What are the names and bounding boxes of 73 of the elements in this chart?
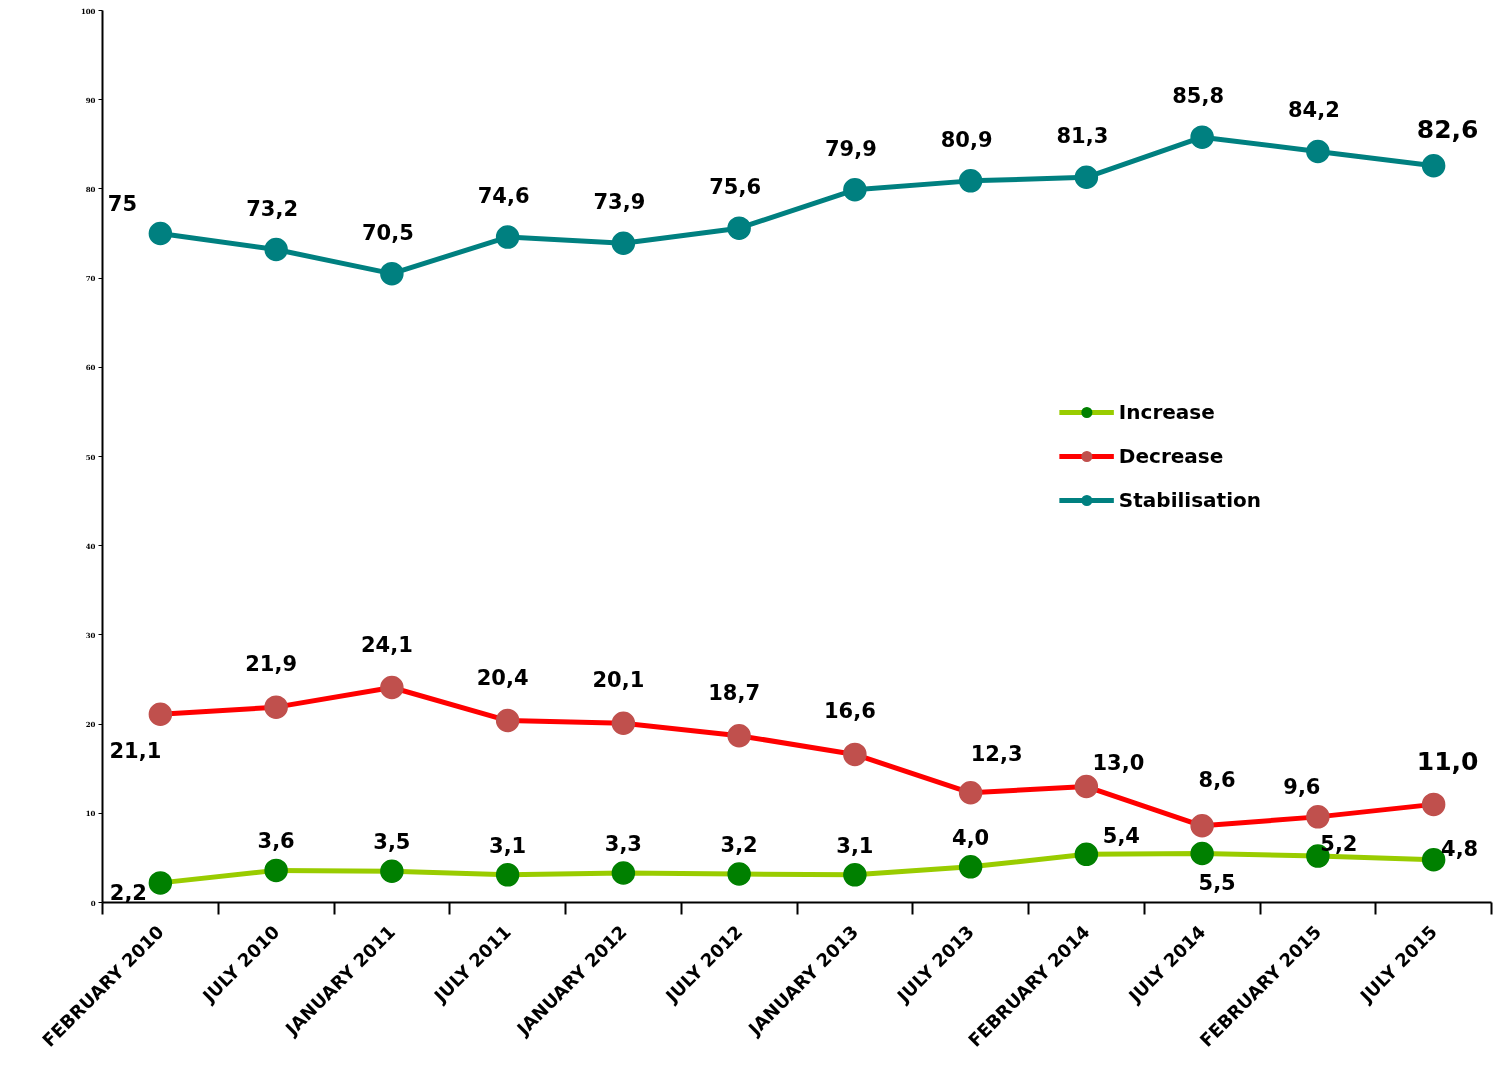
data-label: 13,0 xyxy=(1092,750,1145,775)
data-label: 3,1 xyxy=(489,833,527,858)
point xyxy=(148,871,173,895)
legend-label: Stabilisation xyxy=(1118,488,1261,512)
data-label: 4,0 xyxy=(952,825,990,850)
point xyxy=(495,225,520,249)
point xyxy=(1074,842,1099,867)
point xyxy=(727,862,751,886)
data-label: 3,1 xyxy=(836,833,874,858)
point xyxy=(958,781,983,805)
legend-label: Increase xyxy=(1118,400,1215,424)
point xyxy=(1421,792,1446,817)
point xyxy=(380,859,404,884)
data-label: 20,1 xyxy=(592,668,645,693)
legend-label: Decrease xyxy=(1118,444,1224,468)
data-label: 84,2 xyxy=(1287,98,1340,123)
point xyxy=(1190,814,1214,838)
data-label: 2,2 xyxy=(109,880,147,905)
point xyxy=(264,695,288,719)
data-label: 21,1 xyxy=(109,739,162,764)
point xyxy=(264,858,288,883)
data-label: 21,9 xyxy=(245,652,298,677)
point xyxy=(380,261,404,286)
data-label: 16,6 xyxy=(823,699,876,724)
point xyxy=(264,237,288,262)
data-label: 70,5 xyxy=(361,220,414,245)
data-label: 3,2 xyxy=(720,832,758,857)
point xyxy=(727,723,751,748)
point xyxy=(495,863,520,887)
point xyxy=(1074,774,1099,799)
data-label: 85,8 xyxy=(1172,84,1225,109)
data-label: 5,5 xyxy=(1198,871,1236,896)
point xyxy=(148,221,173,246)
data-label: 81,3 xyxy=(1056,124,1109,149)
data-label: 3,3 xyxy=(604,832,642,857)
point xyxy=(958,855,983,879)
point xyxy=(611,861,636,885)
point xyxy=(1421,153,1446,178)
point xyxy=(611,711,636,735)
point xyxy=(1190,841,1214,866)
data-label: 8,6 xyxy=(1198,767,1236,792)
data-label: 18,7 xyxy=(708,680,761,705)
point xyxy=(1074,165,1099,190)
data-label: 75,6 xyxy=(709,175,762,200)
data-label: 12,3 xyxy=(970,741,1023,766)
data-label: 3,5 xyxy=(373,830,411,855)
point xyxy=(843,178,867,202)
data-label: 20,4 xyxy=(476,665,529,690)
data-label: 5,4 xyxy=(1102,824,1140,849)
data-label: 4,8 xyxy=(1441,836,1479,861)
data-label: 79,9 xyxy=(824,136,877,161)
point xyxy=(1306,805,1330,829)
point xyxy=(1306,139,1330,164)
data-label: 80,9 xyxy=(940,127,993,152)
point xyxy=(727,216,751,240)
point xyxy=(380,675,404,700)
point xyxy=(843,742,867,767)
point xyxy=(495,708,520,733)
data-label: 5,2 xyxy=(1320,832,1358,857)
data-label: 3,6 xyxy=(257,829,295,854)
data-label: 82,6 xyxy=(1416,114,1479,144)
data-label: 75 xyxy=(107,191,137,216)
data-label: 11,0 xyxy=(1416,747,1479,777)
data-label: 73,9 xyxy=(593,190,646,215)
point xyxy=(958,169,983,193)
point xyxy=(1190,125,1214,149)
data-label: 74,6 xyxy=(477,184,530,209)
data-label: 9,6 xyxy=(1283,774,1321,799)
data-label: 24,1 xyxy=(360,632,413,657)
point xyxy=(148,702,173,727)
point xyxy=(843,863,867,887)
data-label: 73,2 xyxy=(246,196,299,221)
point xyxy=(611,231,636,256)
